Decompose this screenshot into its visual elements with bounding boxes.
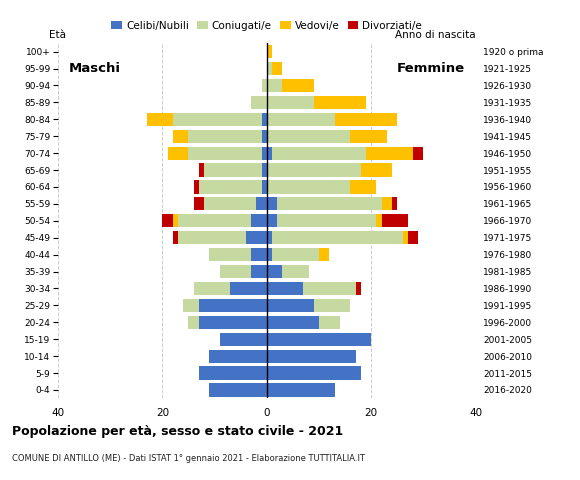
Bar bbox=[246, 231, 267, 244]
Text: Maschi: Maschi bbox=[68, 62, 121, 75]
Bar bbox=[267, 146, 272, 160]
Bar bbox=[376, 214, 382, 228]
Bar bbox=[403, 231, 408, 244]
Bar bbox=[272, 248, 319, 261]
Text: Femmine: Femmine bbox=[397, 62, 465, 75]
Text: Anno di nascita: Anno di nascita bbox=[395, 30, 476, 40]
Bar bbox=[267, 130, 350, 143]
Bar bbox=[267, 333, 371, 346]
Bar bbox=[183, 299, 199, 312]
Text: Popolazione per età, sesso e stato civile - 2021: Popolazione per età, sesso e stato civil… bbox=[12, 425, 343, 438]
Bar bbox=[314, 299, 350, 312]
Bar bbox=[209, 349, 267, 363]
Bar bbox=[199, 180, 262, 193]
Bar bbox=[267, 197, 277, 211]
Bar bbox=[350, 130, 387, 143]
Bar bbox=[272, 231, 403, 244]
Bar bbox=[267, 79, 282, 92]
Bar bbox=[335, 113, 397, 126]
Bar bbox=[262, 79, 267, 92]
Bar bbox=[277, 197, 382, 211]
Bar bbox=[209, 248, 251, 261]
Bar bbox=[267, 214, 277, 228]
Bar bbox=[267, 164, 361, 177]
Bar bbox=[267, 62, 272, 75]
Bar bbox=[162, 214, 173, 228]
Bar bbox=[303, 282, 356, 295]
Bar bbox=[251, 214, 267, 228]
Bar bbox=[199, 299, 267, 312]
Bar bbox=[408, 231, 418, 244]
Bar bbox=[267, 299, 314, 312]
Bar bbox=[319, 248, 329, 261]
Bar bbox=[356, 282, 361, 295]
Bar bbox=[173, 214, 178, 228]
Bar bbox=[350, 180, 376, 193]
Bar bbox=[267, 282, 303, 295]
Bar bbox=[220, 265, 251, 278]
Bar bbox=[194, 197, 204, 211]
Bar bbox=[282, 79, 314, 92]
Bar bbox=[382, 214, 408, 228]
Bar bbox=[272, 62, 282, 75]
Text: COMUNE DI ANTILLO (ME) - Dati ISTAT 1° gennaio 2021 - Elaborazione TUTTITALIA.IT: COMUNE DI ANTILLO (ME) - Dati ISTAT 1° g… bbox=[12, 454, 365, 463]
Bar bbox=[272, 146, 366, 160]
Bar bbox=[262, 130, 267, 143]
Bar bbox=[168, 146, 188, 160]
Text: Età: Età bbox=[49, 30, 67, 40]
Bar bbox=[267, 265, 282, 278]
Bar bbox=[188, 146, 262, 160]
Bar bbox=[199, 316, 267, 329]
Bar bbox=[204, 197, 256, 211]
Bar bbox=[267, 248, 272, 261]
Bar bbox=[267, 231, 272, 244]
Bar bbox=[267, 349, 356, 363]
Bar bbox=[199, 164, 204, 177]
Bar bbox=[262, 146, 267, 160]
Bar bbox=[188, 316, 199, 329]
Bar bbox=[178, 214, 251, 228]
Bar bbox=[267, 384, 335, 396]
Bar bbox=[147, 113, 173, 126]
Bar bbox=[230, 282, 267, 295]
Bar bbox=[382, 197, 392, 211]
Bar bbox=[251, 265, 267, 278]
Bar bbox=[256, 197, 267, 211]
Bar bbox=[319, 316, 340, 329]
Bar bbox=[267, 366, 361, 380]
Bar bbox=[199, 366, 267, 380]
Legend: Celibi/Nubili, Coniugati/e, Vedovi/e, Divorziati/e: Celibi/Nubili, Coniugati/e, Vedovi/e, Di… bbox=[107, 16, 426, 35]
Bar bbox=[178, 231, 246, 244]
Bar bbox=[262, 113, 267, 126]
Bar bbox=[209, 384, 267, 396]
Bar bbox=[173, 130, 189, 143]
Bar bbox=[188, 130, 262, 143]
Bar bbox=[251, 96, 267, 109]
Bar bbox=[277, 214, 376, 228]
Bar bbox=[251, 248, 267, 261]
Bar bbox=[314, 96, 366, 109]
Bar bbox=[194, 282, 230, 295]
Bar bbox=[282, 265, 309, 278]
Bar bbox=[366, 146, 413, 160]
Bar bbox=[392, 197, 397, 211]
Bar bbox=[173, 231, 178, 244]
Bar bbox=[267, 113, 335, 126]
Bar bbox=[361, 164, 392, 177]
Bar bbox=[267, 316, 319, 329]
Bar bbox=[220, 333, 267, 346]
Bar bbox=[262, 164, 267, 177]
Bar bbox=[267, 45, 272, 58]
Bar bbox=[194, 180, 199, 193]
Bar bbox=[173, 113, 262, 126]
Bar bbox=[262, 180, 267, 193]
Bar bbox=[204, 164, 262, 177]
Bar bbox=[267, 180, 350, 193]
Bar bbox=[413, 146, 423, 160]
Bar bbox=[267, 96, 314, 109]
